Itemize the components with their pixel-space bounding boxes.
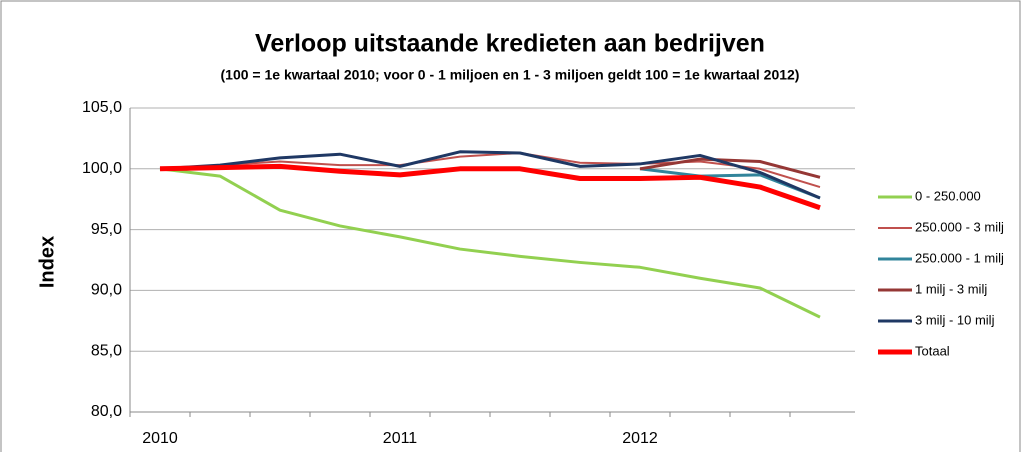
y-tick-label: 100,0 [82,160,122,177]
y-tick-label: 90,0 [91,282,122,299]
y-tick-label: 95,0 [91,221,122,238]
legend-label: Totaal [915,343,950,358]
y-axis-label: Index [36,236,58,288]
legend-label: 3 milj - 10 milj [915,312,995,327]
legend-label: 0 - 250.000 [915,188,981,203]
series-line [159,150,821,200]
x-tick-label: 2012 [622,430,658,447]
chart-subtitle: (100 = 1e kwartaal 2010; voor 0 - 1 milj… [221,67,800,83]
legend-label: 250.000 - 1 milj [915,250,1004,265]
y-tick-label: 105,0 [82,99,122,116]
series-line [159,163,821,211]
legend-label: 1 milj - 3 milj [915,281,987,296]
chart-title: Verloop uitstaande kredieten aan bedrijv… [255,30,765,58]
y-tick-label: 85,0 [91,342,122,359]
x-tick-label: 2010 [142,430,178,447]
series-line [159,167,821,319]
legend-label: 250.000 - 3 milj [915,219,1004,234]
series-line [639,157,821,179]
y-tick-label: 80,0 [91,403,122,420]
series-line [159,151,821,188]
x-tick-label: 2011 [383,430,418,447]
